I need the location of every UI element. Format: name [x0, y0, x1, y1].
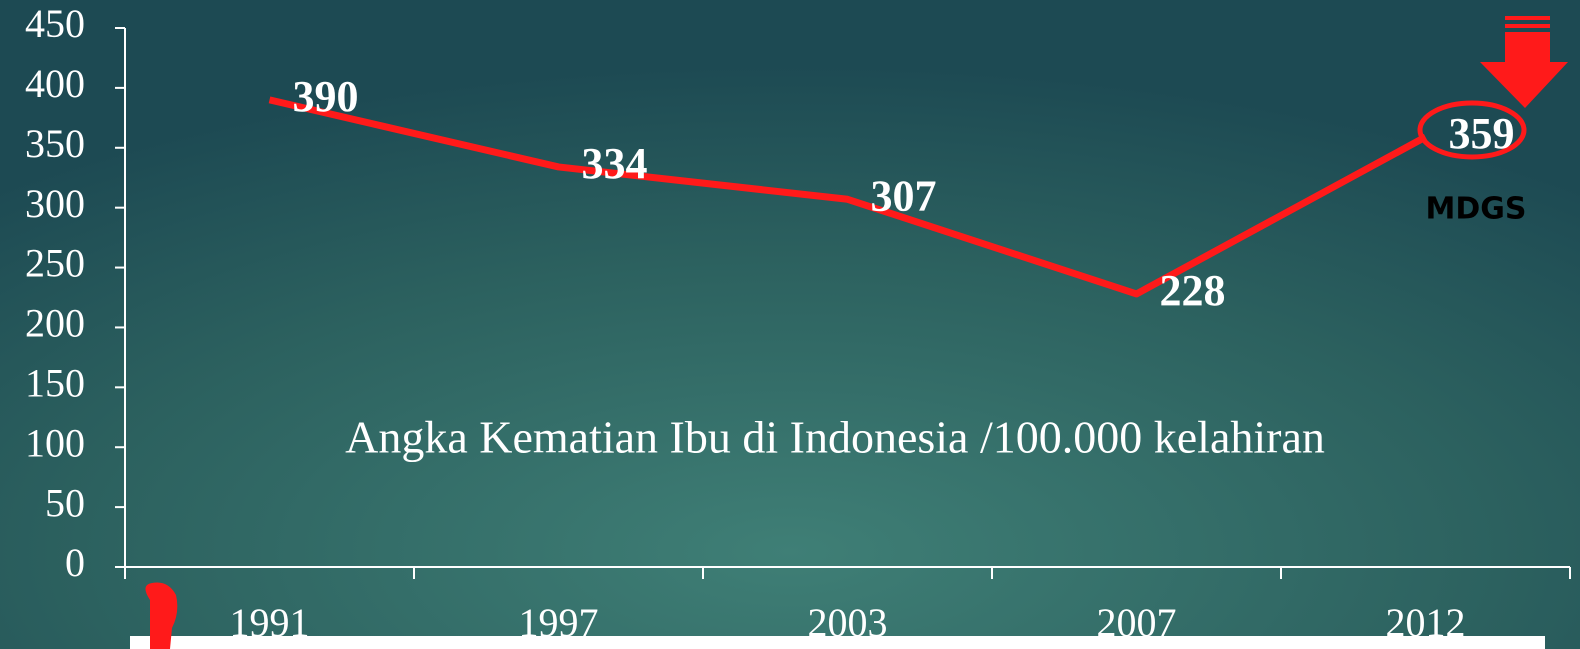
- y-tick-label: 200: [25, 301, 85, 346]
- x-tick-label: 1991: [230, 600, 310, 645]
- x-tick-label: 2007: [1097, 600, 1177, 645]
- annotation: Angka Kematian Ibu di Indonesia /100.000…: [345, 412, 1325, 463]
- y-tick-label: 0: [65, 540, 85, 585]
- data-label: 390: [293, 72, 359, 121]
- data-label: 307: [871, 171, 937, 220]
- data-label: 334: [582, 139, 648, 188]
- y-tick-label: 400: [25, 61, 85, 106]
- footer-strip: [130, 636, 1545, 649]
- x-tick-label: 1997: [519, 600, 599, 645]
- data-label: 228: [1160, 266, 1226, 315]
- y-tick-label: 450: [25, 1, 85, 46]
- highlight-arrow: [1480, 16, 1568, 108]
- y-tick-label: 150: [25, 361, 85, 406]
- x-tick-label: 2012: [1386, 600, 1466, 645]
- x-tick-label: 2003: [808, 600, 888, 645]
- figure-icon: [145, 582, 178, 649]
- y-tick-label: 300: [25, 181, 85, 226]
- y-tick-label: 350: [25, 121, 85, 166]
- line: [268, 96, 1428, 298]
- y-tick-label: 50: [45, 480, 85, 525]
- data-label: 359: [1449, 109, 1515, 158]
- annotation: MDGS: [1426, 192, 1527, 227]
- y-tick-label: 100: [25, 420, 85, 465]
- highlight-circle: [1417, 100, 1527, 160]
- y-tick-label: 250: [25, 241, 85, 286]
